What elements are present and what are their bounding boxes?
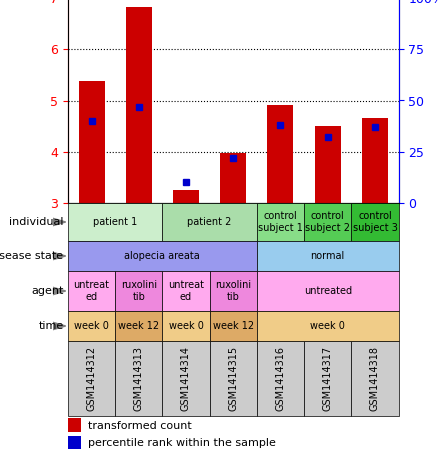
Text: transformed count: transformed count — [88, 421, 191, 431]
Text: week 12: week 12 — [213, 321, 254, 331]
Text: patient 1: patient 1 — [93, 217, 137, 227]
Bar — [257, 311, 399, 341]
Text: GSM1414318: GSM1414318 — [370, 346, 380, 411]
Bar — [257, 271, 399, 311]
Bar — [351, 341, 399, 416]
Bar — [162, 311, 210, 341]
Bar — [68, 203, 162, 241]
Text: GSM1414314: GSM1414314 — [181, 346, 191, 411]
Bar — [68, 436, 81, 449]
Bar — [362, 118, 388, 203]
Bar — [115, 341, 162, 416]
Text: agent: agent — [31, 286, 64, 296]
Text: control
subject 1: control subject 1 — [258, 211, 303, 233]
Text: control
subject 3: control subject 3 — [353, 211, 397, 233]
Bar — [68, 311, 115, 341]
Bar — [304, 203, 351, 241]
Bar — [210, 341, 257, 416]
Bar — [257, 341, 304, 416]
Bar — [68, 241, 257, 271]
Bar — [257, 241, 399, 271]
Text: ruxolini
tib: ruxolini tib — [215, 280, 251, 302]
Bar — [78, 81, 105, 203]
Bar — [173, 190, 199, 203]
Text: individual: individual — [9, 217, 64, 227]
Bar — [115, 271, 162, 311]
Text: GSM1414312: GSM1414312 — [87, 346, 96, 411]
Bar — [257, 203, 304, 241]
Text: GSM1414315: GSM1414315 — [228, 346, 238, 411]
Polygon shape — [53, 218, 66, 226]
Text: untreat
ed: untreat ed — [168, 280, 204, 302]
Text: control
subject 2: control subject 2 — [305, 211, 350, 233]
Text: patient 2: patient 2 — [187, 217, 232, 227]
Polygon shape — [53, 322, 66, 330]
Bar — [162, 203, 257, 241]
Text: untreated: untreated — [304, 286, 352, 296]
Bar — [68, 271, 115, 311]
Text: week 0: week 0 — [310, 321, 345, 331]
Text: week 0: week 0 — [169, 321, 203, 331]
Text: untreat
ed: untreat ed — [74, 280, 110, 302]
Bar — [304, 341, 351, 416]
Bar — [210, 271, 257, 311]
Bar — [68, 419, 81, 432]
Bar — [315, 126, 341, 203]
Text: ruxolini
tib: ruxolini tib — [121, 280, 157, 302]
Text: normal: normal — [311, 251, 345, 261]
Bar — [162, 271, 210, 311]
Bar — [115, 311, 162, 341]
Bar — [220, 153, 246, 203]
Text: week 0: week 0 — [74, 321, 109, 331]
Text: disease state: disease state — [0, 251, 64, 261]
Polygon shape — [53, 252, 66, 260]
Bar — [351, 203, 399, 241]
Text: alopecia areata: alopecia areata — [124, 251, 200, 261]
Bar — [210, 311, 257, 341]
Bar — [268, 105, 293, 203]
Bar — [68, 341, 115, 416]
Text: time: time — [38, 321, 64, 331]
Text: GSM1414317: GSM1414317 — [323, 346, 333, 411]
Text: percentile rank within the sample: percentile rank within the sample — [88, 439, 276, 448]
Text: GSM1414313: GSM1414313 — [134, 346, 144, 411]
Bar — [126, 7, 152, 203]
Text: week 12: week 12 — [118, 321, 159, 331]
Text: GSM1414316: GSM1414316 — [276, 346, 286, 411]
Polygon shape — [53, 287, 66, 295]
Bar — [162, 341, 210, 416]
